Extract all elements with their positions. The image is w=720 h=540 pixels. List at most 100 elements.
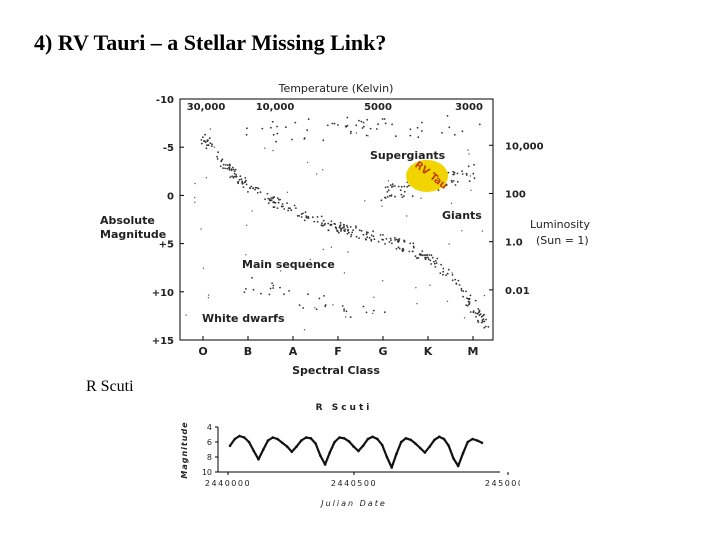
hr-star-point-main-sequence — [304, 211, 307, 214]
hr-star-point-main-sequence — [295, 207, 297, 210]
hr-star-point-main-sequence — [321, 222, 323, 225]
hr-field-star-point — [416, 303, 418, 305]
hr-star-point-main-sequence — [397, 238, 400, 241]
hr-star-point-main-sequence — [231, 166, 234, 169]
hr-star-point-main-sequence — [365, 238, 367, 241]
hr-star-point-main-sequence — [335, 227, 338, 230]
hr-star-point-giants — [386, 186, 389, 188]
hr-star-point-supergiants — [381, 118, 384, 120]
hr-star-point-main-sequence — [327, 222, 330, 225]
hr-y2-label-line1: Luminosity — [530, 218, 590, 231]
hr-star-point-supergiants — [361, 127, 364, 129]
hr-star-point-main-sequence — [339, 224, 341, 227]
hr-star-point-supergiants — [294, 121, 297, 124]
hr-star-point-main-sequence — [388, 241, 391, 243]
hr-plot-layer: O B A F G K M 30,000 10,000 5000 3000 -10 -5 0 +5 +10 +1… — [152, 95, 544, 358]
hr-star-point-main-sequence — [458, 284, 461, 286]
hr-star-point-main-sequence — [232, 168, 235, 171]
hr-star-point-main-sequence — [417, 257, 420, 259]
hr-star-point-main-sequence — [433, 262, 436, 265]
hr-star-point-main-sequence — [220, 159, 223, 162]
hr-star-point-giants — [397, 185, 400, 188]
hr-star-point-main-sequence — [465, 304, 467, 306]
hr-star-point-supergiants — [349, 132, 352, 135]
hr-star-point-main-sequence — [334, 226, 337, 229]
rv-tau-highlight — [406, 160, 448, 192]
hr-star-point-main-sequence — [217, 151, 219, 154]
lc-data-point — [247, 440, 251, 444]
hr-star-point-main-sequence — [478, 311, 480, 314]
hr-star-point-supergiants — [284, 126, 287, 129]
hr-star-point-main-sequence — [311, 216, 314, 219]
lc-data-point — [342, 437, 346, 440]
hr-star-point-main-sequence — [409, 242, 412, 245]
hr-star-point-giants — [392, 185, 394, 188]
hr-top-tick-label: 10,000 — [256, 102, 295, 113]
hr-field-star-point — [461, 230, 463, 232]
hr-star-point-main-sequence — [451, 274, 454, 276]
hr-star-point-main-sequence — [358, 237, 360, 240]
hr-star-point-giants — [401, 196, 404, 198]
hr-star-point-main-sequence — [397, 246, 400, 249]
hr-star-point-white-dwarfs — [341, 305, 344, 307]
hr-star-point-supergiants — [366, 118, 369, 121]
hr-star-point-white-dwarfs — [260, 292, 262, 295]
hr-star-point-main-sequence — [384, 243, 386, 245]
lc-data-point — [252, 449, 256, 453]
hr-star-point-main-sequence — [233, 170, 236, 173]
hr-star-point-main-sequence — [477, 312, 479, 315]
hr-star-point-main-sequence — [442, 267, 445, 270]
hr-field-star-point — [332, 304, 334, 306]
hr-star-point-giants — [411, 195, 414, 198]
hr-star-point-main-sequence — [477, 308, 480, 310]
hr-star-point-supergiants — [369, 127, 372, 130]
lc-data-point — [290, 450, 294, 454]
lc-data-point — [471, 437, 474, 441]
hr-star-point-main-sequence — [247, 191, 249, 193]
hr-field-star-point — [421, 153, 423, 155]
hr-star-point-supergiants — [453, 133, 456, 136]
hr-star-point-white-dwarfs — [362, 305, 365, 308]
hr-star-point-main-sequence — [279, 198, 281, 201]
lc-x-axis-label: Julian Date — [319, 499, 387, 508]
hr-star-point-main-sequence — [355, 235, 358, 238]
hr-field-star-point — [309, 258, 312, 261]
hr-star-point-supergiants — [383, 118, 386, 120]
hr-star-point-main-sequence — [468, 301, 471, 303]
hr-star-point-main-sequence — [421, 250, 424, 253]
hr-star-point-main-sequence — [468, 297, 471, 300]
hr-field-star-point — [280, 270, 282, 272]
hr-star-point-supergiants — [346, 124, 349, 127]
hr-star-point-main-sequence — [235, 173, 238, 176]
hr-star-point-main-sequence — [451, 279, 454, 282]
hr-star-point-main-sequence — [229, 164, 231, 167]
hr-star-point-main-sequence — [390, 239, 392, 242]
lc-data-point — [475, 439, 479, 442]
hr-star-point-main-sequence — [435, 262, 438, 264]
hr-star-point-main-sequence — [398, 247, 401, 250]
hr-star-point-main-sequence — [346, 224, 348, 227]
hr-star-point-main-sequence — [273, 196, 276, 198]
hr-star-point-giants — [380, 199, 383, 202]
hr-star-point-white-dwarfs — [251, 276, 253, 279]
hr-star-point-main-sequence — [382, 234, 384, 236]
hr-top-axis-title: Temperature (Kelvin) — [278, 82, 394, 95]
hr-right-tick-label: 10,000 — [505, 141, 544, 152]
hr-field-star-point — [314, 307, 316, 309]
hr-star-point-main-sequence — [365, 233, 368, 236]
hr-star-point-main-sequence — [303, 219, 306, 222]
hr-star-point-main-sequence — [431, 256, 434, 259]
hr-star-point-supergiants — [272, 133, 275, 136]
hr-star-point-white-dwarfs — [271, 282, 273, 284]
hr-star-point-main-sequence — [436, 257, 439, 260]
hr-star-point-supergiants — [276, 132, 279, 135]
hr-field-star-point — [469, 175, 472, 177]
hr-field-star-point — [245, 254, 247, 256]
hr-star-point-main-sequence — [256, 187, 258, 189]
hr-field-star-point — [246, 224, 248, 226]
hr-right-tick-label: 100 — [505, 189, 526, 200]
hr-star-point-white-dwarfs — [365, 311, 368, 314]
hr-field-star-point — [272, 149, 274, 152]
hr-field-star-point — [347, 251, 349, 253]
hr-star-point-main-sequence — [268, 198, 271, 201]
